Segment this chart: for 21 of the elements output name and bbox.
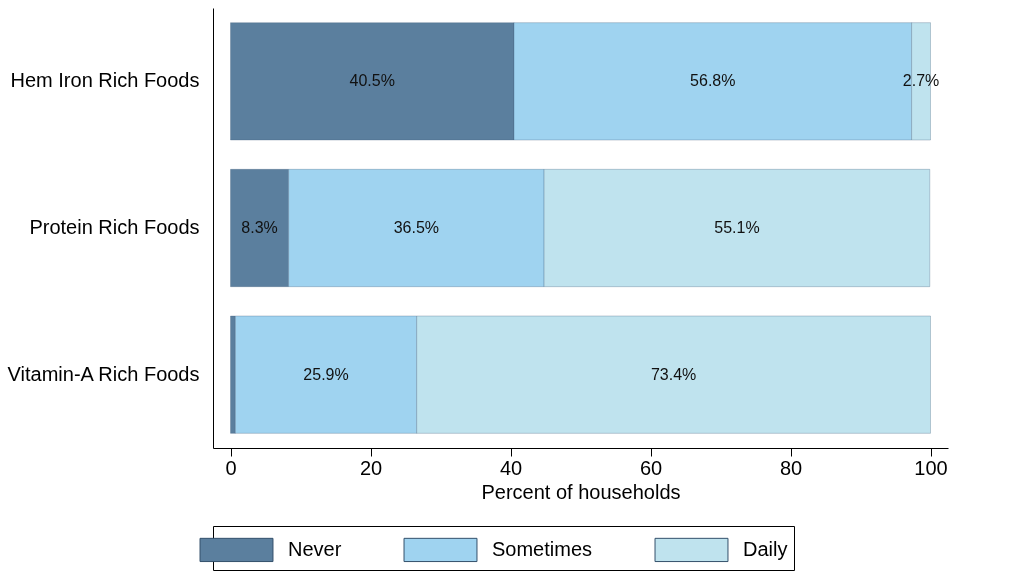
data-label: 56.8% xyxy=(690,72,736,90)
legend-label: Sometimes xyxy=(492,537,593,560)
data-label: 40.5% xyxy=(349,72,395,90)
x-tick-label: 60 xyxy=(639,456,663,479)
data-label: 2.7% xyxy=(902,72,940,90)
data-label: 25.9% xyxy=(303,365,349,383)
y-tick-label: Hem Iron Rich Foods xyxy=(10,69,200,92)
data-label: 73.4% xyxy=(650,365,697,383)
data-label: 36.5% xyxy=(393,219,440,236)
x-axis-title: Percent of households xyxy=(481,480,681,503)
x-tick-label: 0 xyxy=(225,456,237,479)
x-tick-label: 80 xyxy=(779,456,803,479)
x-tick-label: 40 xyxy=(499,456,523,479)
legend-label: Daily xyxy=(743,537,788,560)
x-tick-label: 100 xyxy=(914,456,948,479)
x-tick-label: 20 xyxy=(359,456,383,479)
y-tick-label: Vitamin-A Rich Foods xyxy=(7,362,200,385)
data-label: 55.1% xyxy=(714,219,760,236)
y-tick-label: Protein Rich Foods xyxy=(29,216,200,238)
data-label: 8.3% xyxy=(241,219,278,236)
legend-label: Never xyxy=(288,537,342,560)
